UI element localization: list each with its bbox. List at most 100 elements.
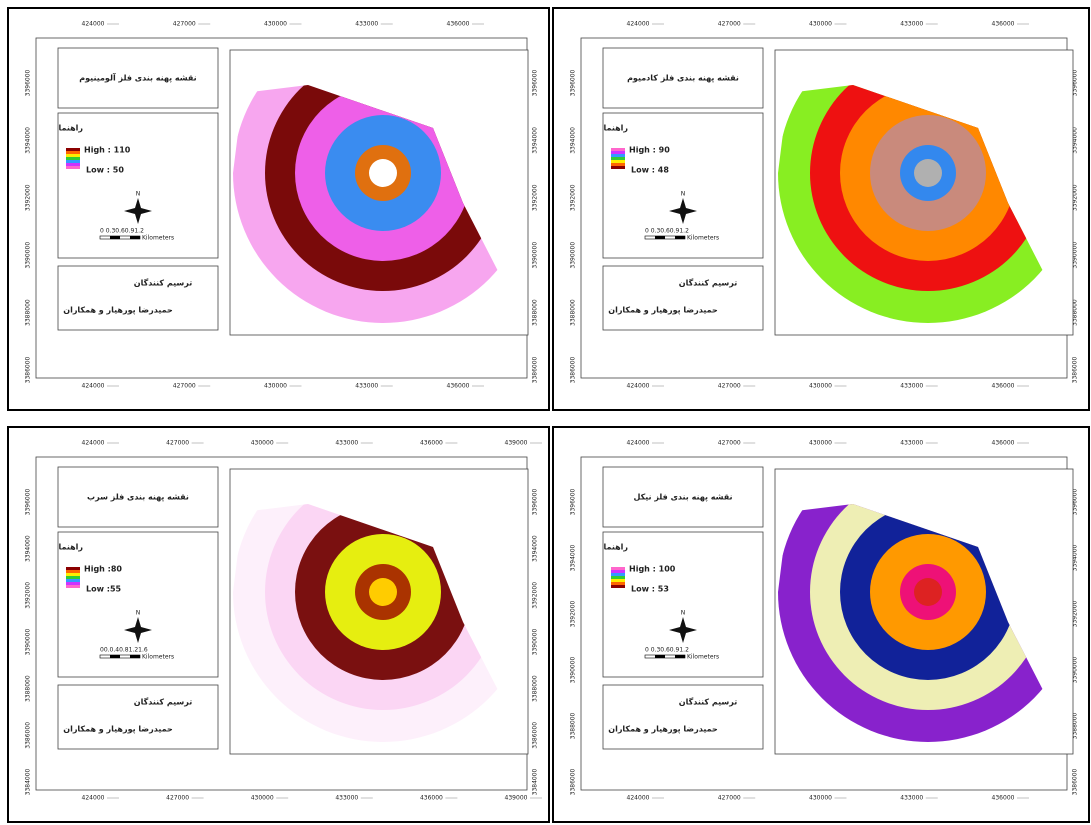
y-coordinate-label: 3390000 — [570, 242, 577, 269]
y-coordinate-label: 3386000 — [532, 722, 539, 749]
x-coordinate-label: 430000 — [251, 795, 274, 802]
credit-names: حمیدرضا پورهیار و همکاران — [608, 725, 718, 734]
legend-swatch — [611, 567, 625, 570]
scale-numbers: 0 0.30.60.91.2 — [645, 647, 689, 654]
x-coordinate-label: 427000 — [718, 795, 741, 802]
legend-swatch — [611, 570, 625, 573]
y-coordinate-label: 3394000 — [25, 127, 32, 154]
legend-low: Low : 48 — [631, 166, 669, 175]
y-coordinate-label: 3394000 — [532, 535, 539, 562]
scale-bar-fill — [655, 655, 665, 658]
x-coordinate-label: 436000 — [420, 440, 443, 447]
y-coordinate-label: 3386000 — [570, 768, 577, 795]
credit-names: حمیدرضا پورهیار و همکاران — [608, 306, 718, 315]
y-coordinate-label: 3390000 — [532, 628, 539, 655]
legend-box — [602, 531, 764, 678]
north-arrow — [124, 198, 152, 224]
y-coordinate-label: 3390000 — [1072, 656, 1079, 683]
legend-title: راهنما — [603, 124, 628, 133]
y-coordinate-label: 3390000 — [570, 656, 577, 683]
y-coordinate-label: 3392000 — [25, 582, 32, 609]
x-coordinate-label: 430000 — [809, 440, 832, 447]
legend-high: High : 90 — [629, 146, 670, 155]
y-coordinate-label: 3386000 — [570, 356, 577, 383]
legend-swatch — [611, 157, 625, 160]
y-coordinate-label: 3388000 — [1072, 712, 1079, 739]
y-coordinate-label: 3384000 — [25, 768, 32, 795]
x-coordinate-label: 433000 — [900, 795, 923, 802]
zone — [914, 578, 942, 606]
y-coordinate-label: 3386000 — [25, 722, 32, 749]
legend-high: High :80 — [84, 565, 122, 574]
zone-group — [778, 504, 1044, 742]
x-coordinate-label: 424000 — [627, 383, 650, 390]
credits-box — [602, 265, 764, 331]
credits-box — [57, 265, 219, 331]
scale-bar-fill — [675, 236, 685, 239]
title-box — [57, 47, 219, 109]
north-label: N — [681, 191, 686, 198]
legend-swatch — [66, 573, 80, 576]
map-title: نقشه پهنه بندی فلز کادمیوم — [627, 74, 739, 83]
legend-swatch — [611, 160, 625, 163]
y-coordinate-label: 3396000 — [570, 488, 577, 515]
x-coordinate-label: 436000 — [992, 383, 1015, 390]
legend-title: راهنما — [58, 543, 83, 552]
y-coordinate-label: 3386000 — [25, 356, 32, 383]
y-coordinate-label: 3394000 — [570, 544, 577, 571]
x-coordinate-label: 430000 — [809, 795, 832, 802]
legend-swatch — [611, 576, 625, 579]
x-coordinate-label: 424000 — [82, 440, 105, 447]
x-coordinate-label: 424000 — [627, 795, 650, 802]
y-coordinate-label: 3388000 — [570, 299, 577, 326]
legend-swatch — [66, 582, 80, 585]
x-coordinate-label: 424000 — [627, 440, 650, 447]
legend-swatch — [66, 579, 80, 582]
y-coordinate-label: 3392000 — [570, 184, 577, 211]
legend-box — [57, 531, 219, 678]
y-coordinate-label: 3388000 — [1072, 299, 1079, 326]
x-coordinate-label: 436000 — [420, 795, 443, 802]
x-coordinate-label: 427000 — [718, 440, 741, 447]
legend-swatch — [611, 148, 625, 151]
x-coordinate-label: 427000 — [173, 383, 196, 390]
north-label: N — [136, 191, 141, 198]
scale-bar-fill — [130, 655, 140, 658]
y-coordinate-label: 3388000 — [25, 675, 32, 702]
scale-unit: Kilometers — [687, 235, 719, 242]
scale-numbers: 0 0.30.60.91.2 — [100, 228, 144, 235]
y-coordinate-label: 3394000 — [1072, 544, 1079, 571]
credit-title: ترسیم کنندگان — [134, 278, 192, 288]
map-panel: 424000 424000 427000 427000 430000 430000 4330… — [552, 426, 1090, 823]
legend-swatch — [611, 154, 625, 157]
legend-swatch — [66, 163, 80, 166]
scale-bar-fill — [655, 236, 665, 239]
legend-swatch — [611, 585, 625, 588]
x-coordinate-label: 433000 — [335, 440, 358, 447]
x-coordinate-label: 436000 — [992, 795, 1015, 802]
legend-swatch — [66, 585, 80, 588]
legend-low: Low : 53 — [631, 585, 669, 594]
x-coordinate-label: 433000 — [900, 440, 923, 447]
y-coordinate-label: 3390000 — [25, 242, 32, 269]
y-coordinate-label: 3392000 — [1072, 184, 1079, 211]
legend-swatch — [611, 163, 625, 166]
y-coordinate-label: 3392000 — [25, 184, 32, 211]
legend-swatch — [66, 157, 80, 160]
legend-title: راهنما — [603, 543, 628, 552]
y-coordinate-label: 3390000 — [532, 242, 539, 269]
credit-title: ترسیم کنندگان — [134, 697, 192, 707]
y-coordinate-label: 3388000 — [570, 712, 577, 739]
y-coordinate-label: 3394000 — [570, 127, 577, 154]
legend-swatch — [611, 166, 625, 169]
legend-high: High : 100 — [629, 565, 676, 574]
x-coordinate-label: 430000 — [264, 383, 287, 390]
legend-swatch — [611, 573, 625, 576]
x-coordinate-label: 436000 — [447, 383, 470, 390]
y-coordinate-label: 3396000 — [532, 69, 539, 96]
x-coordinate-label: 427000 — [166, 795, 189, 802]
y-coordinate-label: 3390000 — [1072, 242, 1079, 269]
legend-low: Low : 50 — [86, 166, 124, 175]
credit-names: حمیدرضا پورهیار و همکاران — [63, 306, 173, 315]
